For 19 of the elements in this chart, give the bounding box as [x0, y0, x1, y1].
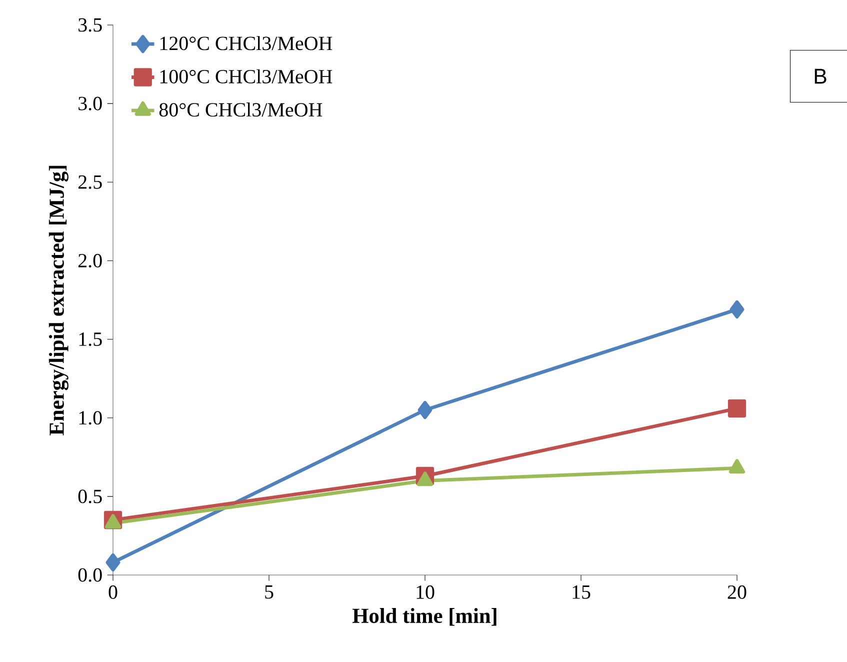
- x-tick-label: 5: [265, 585, 274, 599]
- x-tick-label: 10: [416, 585, 434, 599]
- y-tick-label: 3.0: [78, 96, 102, 110]
- x-tick-label: 20: [728, 585, 746, 599]
- legend-label: 120°C CHCl3/MeOH: [160, 36, 332, 50]
- y-tick-label: 0.0: [78, 568, 102, 582]
- y-tick-label: 1.5: [79, 332, 102, 346]
- legend-label: 80°C CHCl3/MeOH: [159, 102, 322, 117]
- y-tick-label: 3.5: [78, 18, 102, 32]
- y-tick-label: 0.5: [78, 490, 102, 504]
- y-axis-title: Energy/lipid extracted [MJ/g]: [48, 166, 68, 436]
- x-tick-label: 15: [572, 585, 590, 599]
- text: B: [814, 68, 826, 84]
- legend-label: 100°C CHCl3/MeOH: [160, 69, 332, 84]
- y-tick-label: 1.0: [79, 411, 102, 425]
- x-tick-label: 0: [108, 585, 118, 599]
- x-axis-title: Hold time [min]: [352, 608, 496, 626]
- y-tick-label: 2.5: [78, 175, 102, 189]
- y-tick-label: 2.0: [78, 254, 102, 268]
